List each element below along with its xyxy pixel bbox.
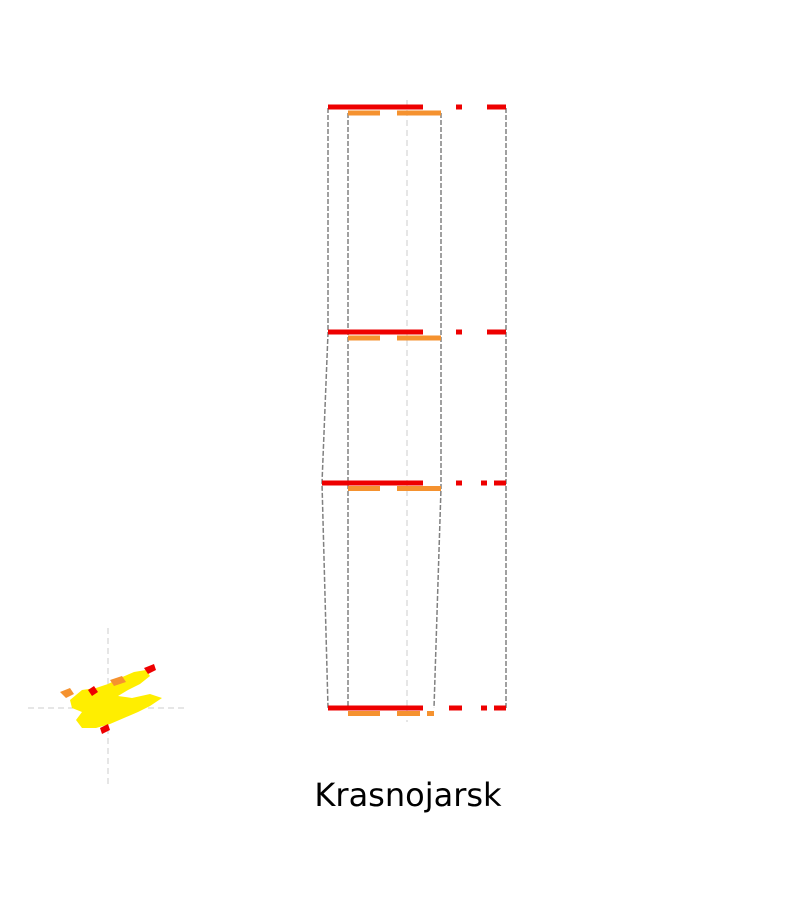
level-2 — [328, 329, 506, 341]
orange-bar — [397, 110, 441, 116]
red-bar — [328, 104, 423, 110]
level-1 — [328, 104, 506, 116]
plan-view-yellow — [70, 670, 162, 728]
red-dash — [456, 480, 462, 486]
guide-lines — [28, 100, 408, 788]
plan-view-marker — [60, 664, 162, 734]
red-bar — [328, 705, 423, 711]
red-dash — [481, 705, 487, 711]
outline-inner-right — [433, 113, 442, 709]
orange-bar — [348, 486, 380, 491]
level-3 — [322, 480, 506, 491]
orange-bar — [348, 711, 380, 716]
orange-bar — [348, 335, 380, 341]
plan-view-orange — [60, 688, 74, 698]
level-4 — [328, 705, 506, 716]
structure-outline — [321, 108, 507, 709]
outline-left — [321, 108, 329, 709]
red-dash — [456, 329, 462, 335]
orange-bar — [348, 110, 380, 116]
red-dash — [449, 705, 462, 711]
red-dash — [481, 480, 487, 486]
plan-view-orange — [110, 676, 126, 686]
red-dash — [494, 705, 506, 711]
red-dash — [456, 104, 462, 110]
red-dash — [487, 104, 506, 110]
red-dash — [494, 480, 506, 486]
red-bar — [322, 480, 423, 486]
plan-view-red — [88, 686, 98, 696]
plan-view-red — [100, 724, 110, 734]
orange-bar — [397, 486, 441, 491]
orange-dash — [427, 711, 434, 716]
location-caption: Krasnojarsk — [314, 776, 502, 814]
red-bar — [328, 329, 423, 335]
orange-bar — [397, 711, 420, 716]
red-dash — [487, 329, 506, 335]
orange-bar — [397, 335, 441, 341]
plan-view-red — [144, 664, 156, 674]
